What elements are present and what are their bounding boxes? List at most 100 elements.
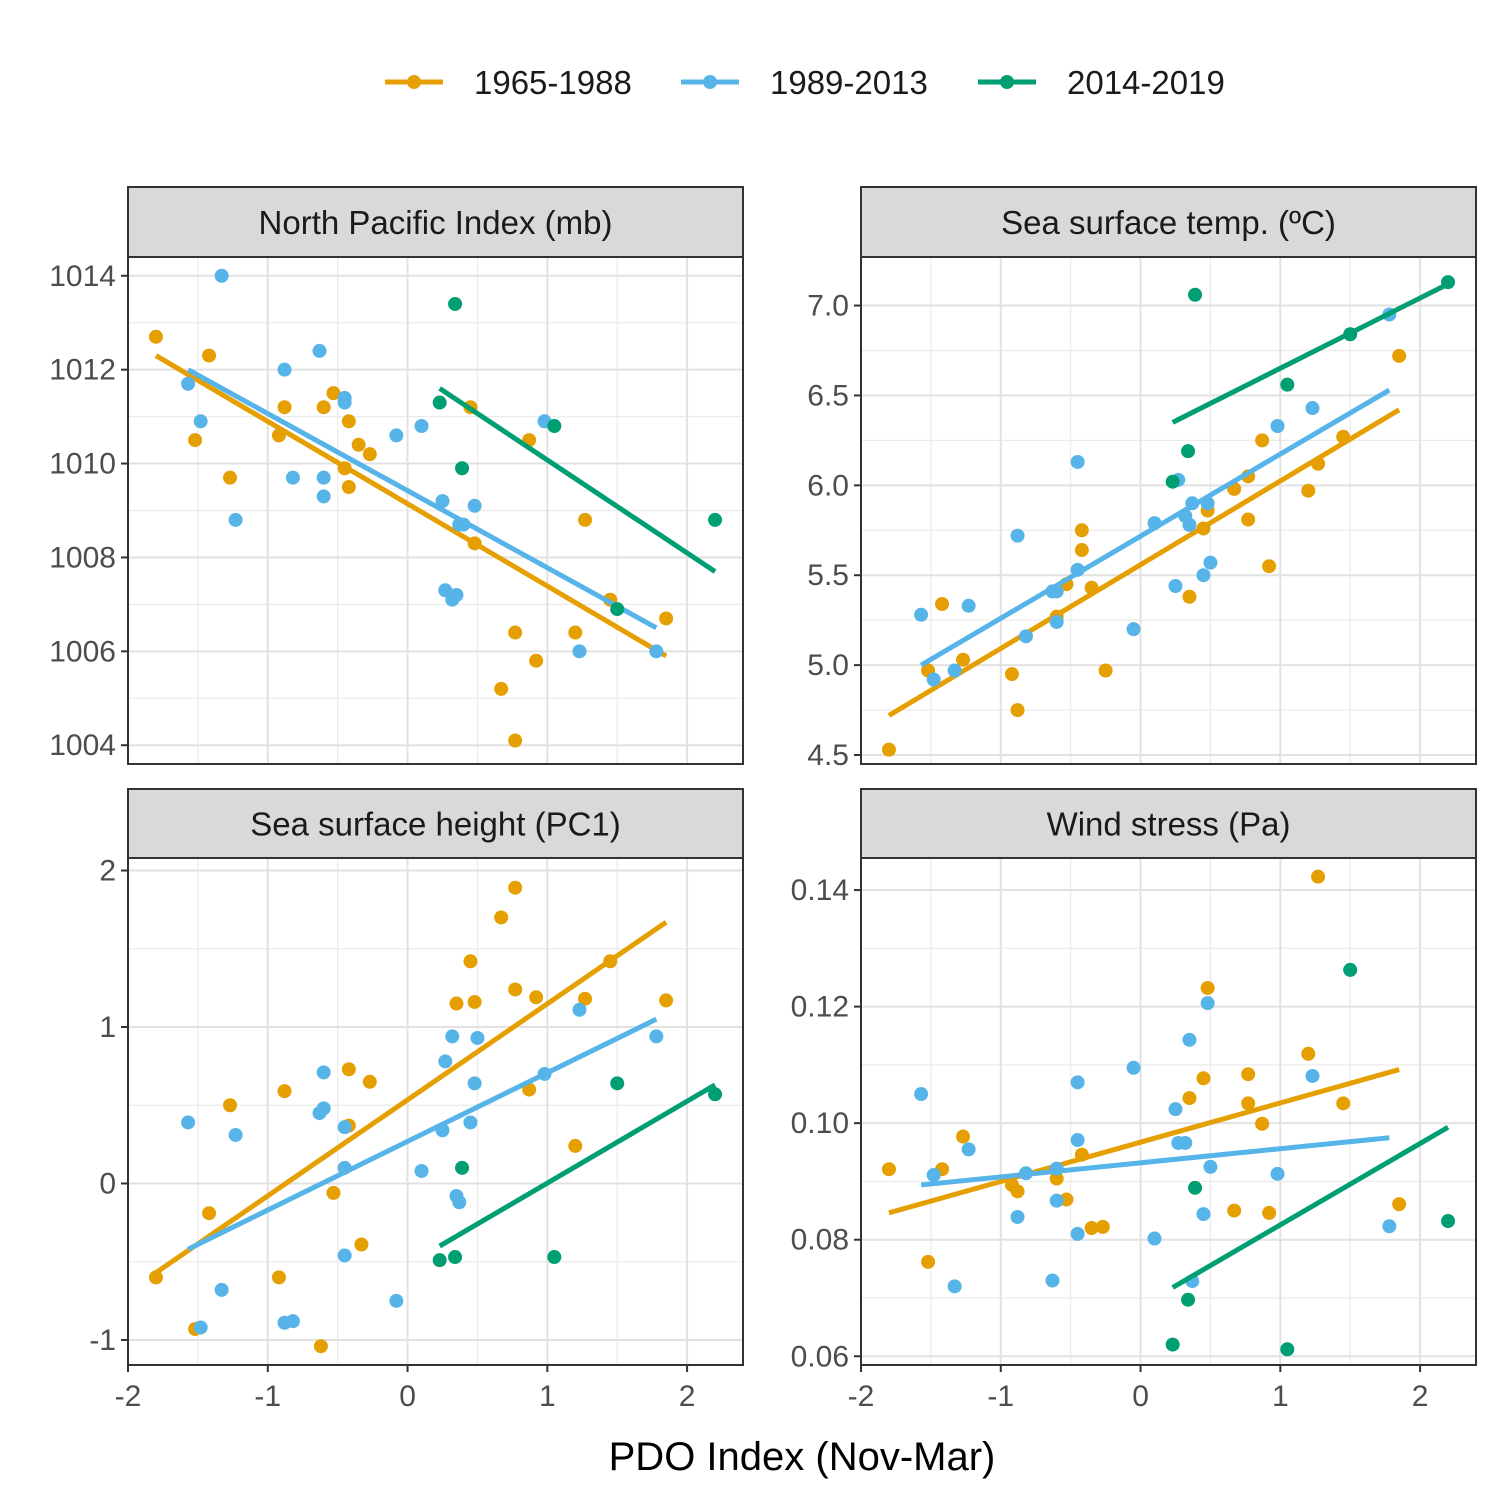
data-point: [1126, 1060, 1141, 1075]
series-group: [1165, 962, 1456, 1357]
data-point: [181, 1115, 196, 1130]
x-tick-label: -2: [848, 1380, 875, 1413]
y-tick-label: 1: [99, 1011, 116, 1044]
data-point: [1168, 1102, 1183, 1117]
data-point: [610, 602, 625, 617]
data-point: [529, 653, 544, 668]
y-tick-label: 1010: [49, 448, 116, 481]
data-point: [1227, 1203, 1242, 1218]
data-point: [1070, 454, 1085, 469]
data-point: [961, 1142, 976, 1157]
y-tick-label: 1014: [49, 260, 116, 293]
data-point: [445, 1029, 460, 1044]
series-group: [432, 296, 723, 617]
y-tick-label: -1: [89, 1324, 116, 1357]
series-group: [181, 268, 664, 659]
data-point: [1241, 1096, 1256, 1111]
facet-strip: [127, 186, 744, 258]
data-point: [389, 1293, 404, 1308]
data-point: [1010, 1209, 1025, 1224]
legend: 1965-1988 1989-2013 2014-2019: [385, 64, 1225, 101]
data-point: [1074, 523, 1089, 538]
data-point: [508, 625, 523, 640]
series-group: [148, 880, 674, 1354]
data-point: [448, 1250, 463, 1265]
data-point: [1196, 1207, 1211, 1222]
data-point: [362, 447, 377, 462]
data-point: [1241, 512, 1256, 527]
facet-strip-title: Wind stress (Pa): [1047, 806, 1291, 843]
data-point: [449, 996, 464, 1011]
data-point: [1070, 1133, 1085, 1148]
data-point: [1178, 1135, 1193, 1150]
data-point: [881, 1162, 896, 1177]
data-point: [1343, 962, 1358, 977]
data-point: [337, 1248, 352, 1263]
data-point: [1095, 1219, 1110, 1234]
data-point: [326, 386, 341, 401]
data-point: [285, 470, 300, 485]
panel: North Pacific Index (mb) 1004 1006 1008 1010…: [49, 186, 744, 765]
data-point: [1182, 589, 1197, 604]
series-group: [148, 329, 674, 748]
y-tick-label: 0: [99, 1167, 116, 1200]
data-point: [610, 1076, 625, 1091]
data-point: [508, 880, 523, 895]
data-point: [228, 512, 243, 527]
data-point: [414, 1163, 429, 1178]
data-point: [1010, 1184, 1025, 1199]
y-tick-label: 4.5: [807, 739, 849, 772]
data-point: [1165, 1337, 1180, 1352]
data-point: [1311, 869, 1326, 884]
data-point: [1188, 1180, 1203, 1195]
data-point: [452, 1195, 467, 1210]
data-point: [1392, 1197, 1407, 1212]
series-group: [914, 996, 1397, 1294]
data-point: [578, 512, 593, 527]
legend-key-point: [407, 75, 421, 89]
data-point: [881, 742, 896, 757]
data-point: [1018, 629, 1033, 644]
data-point: [529, 990, 544, 1005]
y-tick-label: 6.5: [807, 379, 849, 412]
data-point: [467, 1076, 482, 1091]
data-point: [508, 733, 523, 748]
legend-label: 1989-2013: [770, 64, 928, 101]
data-point: [1010, 703, 1025, 718]
data-point: [1049, 1171, 1064, 1186]
facet-strip: [127, 788, 744, 859]
data-point: [956, 1129, 971, 1144]
data-point: [1004, 667, 1019, 682]
data-point: [708, 512, 723, 527]
data-point: [1182, 517, 1197, 532]
data-point: [470, 1030, 485, 1045]
y-tick-label: 1008: [49, 541, 116, 574]
data-point: [947, 1279, 962, 1294]
data-point: [947, 663, 962, 678]
data-point: [341, 1062, 356, 1077]
data-point: [1098, 663, 1113, 678]
data-point: [494, 910, 509, 925]
x-axis-title: PDO Index (Nov-Mar): [609, 1435, 996, 1479]
data-point: [1196, 1071, 1211, 1086]
data-point: [1181, 1292, 1196, 1307]
data-point: [708, 1087, 723, 1102]
trend-line: [920, 1135, 1390, 1188]
panel-border: [127, 857, 744, 1366]
data-point: [432, 1253, 447, 1268]
data-point: [337, 390, 352, 405]
data-point: [277, 400, 292, 415]
data-point: [354, 1237, 369, 1252]
data-point: [277, 362, 292, 377]
series-group: [881, 348, 1407, 757]
data-point: [572, 1002, 587, 1017]
panel-border: [860, 256, 1477, 765]
data-point: [341, 480, 356, 495]
data-point: [1392, 348, 1407, 363]
data-point: [1255, 433, 1270, 448]
data-point: [455, 1160, 470, 1175]
data-point: [547, 1250, 562, 1265]
data-point: [337, 1120, 352, 1135]
data-point: [148, 1270, 163, 1285]
data-point: [921, 1254, 936, 1269]
